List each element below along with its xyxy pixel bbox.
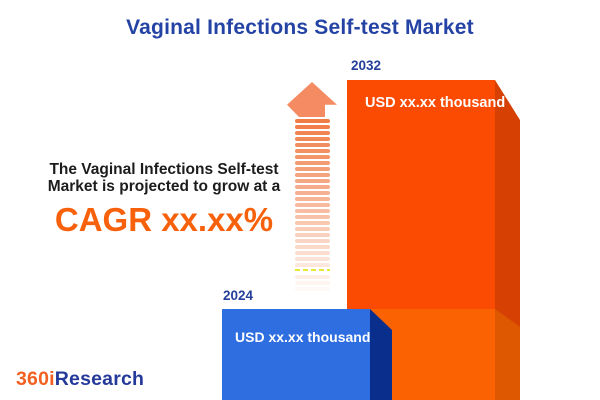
bar-2024 (222, 309, 370, 400)
arrow-stripe (295, 245, 330, 249)
arrow-stripe (295, 131, 330, 135)
logo-part-360i: 360i (16, 368, 55, 390)
page-title: Vaginal Infections Self-test Market (126, 16, 474, 39)
growth-arrow-stripes (295, 119, 330, 294)
arrow-stripe (295, 251, 330, 255)
intro-line-2: Market is projected to grow at a (47, 177, 281, 195)
arrow-stripe (295, 221, 330, 225)
bar-2032-value-label: USD xx.xx thousand (365, 95, 506, 111)
arrow-stripe (295, 137, 330, 141)
bar-2024-side-face (370, 309, 392, 400)
arrow-stripe (295, 143, 330, 147)
arrow-stripe (295, 173, 330, 177)
arrow-stripe (295, 119, 330, 123)
arrow-stripe (295, 239, 330, 243)
arrow-stripe (295, 215, 330, 219)
intro-text-block: The Vaginal Infections Self-test Market … (22, 161, 306, 238)
arrow-stripe (295, 257, 330, 261)
arrow-stripe (295, 203, 330, 207)
arrow-stripe (295, 209, 330, 213)
arrow-stripe (295, 185, 330, 189)
bar-2024-year-label: 2024 (223, 288, 254, 303)
logo: 360iResearch (16, 368, 144, 391)
arrow-stripe (295, 161, 330, 165)
arrow-stripe (295, 281, 330, 285)
bar-2032-side-face (495, 80, 520, 400)
arrow-stripe (295, 167, 330, 171)
intro-line-1: The Vaginal Infections Self-test (49, 161, 279, 178)
logo-part-research: Research (54, 368, 145, 390)
arrow-stripe (295, 191, 330, 195)
arrow-stripe (295, 179, 330, 183)
arrow-stripe (295, 227, 330, 231)
arrow-stripe (295, 287, 330, 291)
arrow-stripe (295, 275, 330, 279)
arrow-stripe (295, 263, 330, 267)
bar-2032-side-face-lower (495, 309, 520, 400)
arrow-stripe (295, 125, 330, 129)
arrow-stripe (295, 155, 330, 159)
arrow-stripe (295, 233, 330, 237)
bar-2024-value-label: USD xx.xx thousand (235, 329, 371, 345)
arrow-stripe (295, 149, 330, 153)
cagr-value: CAGR xx.xx% (54, 201, 274, 238)
bar-2032-year-label: 2032 (351, 58, 382, 73)
arrow-stripe (295, 197, 330, 201)
arrow-stripe (295, 269, 330, 271)
growth-arrow-icon (287, 82, 337, 117)
